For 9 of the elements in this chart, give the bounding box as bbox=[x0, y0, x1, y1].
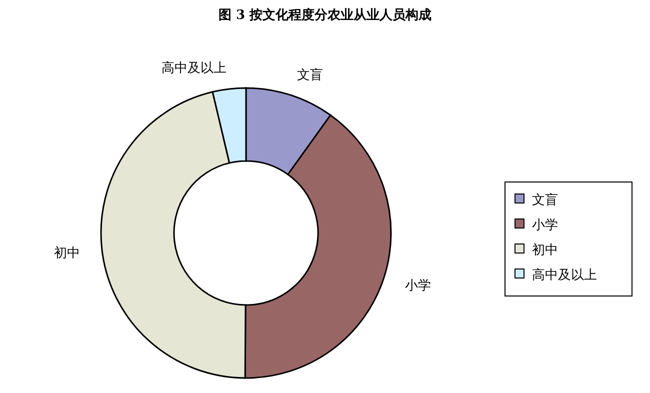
legend-label: 小学 bbox=[532, 218, 558, 233]
legend-label: 初中 bbox=[532, 243, 558, 258]
slice-label: 高中及以上 bbox=[162, 60, 227, 76]
slice-label: 文盲 bbox=[297, 67, 324, 84]
slice-label: 小学 bbox=[404, 278, 431, 294]
slice-label: 初中 bbox=[54, 246, 80, 261]
legend-label: 高中及以上 bbox=[532, 267, 597, 283]
chart-title: 图 3 按文化程度分农业从业人员构成 bbox=[218, 7, 432, 23]
legend-label: 文盲 bbox=[532, 192, 558, 208]
